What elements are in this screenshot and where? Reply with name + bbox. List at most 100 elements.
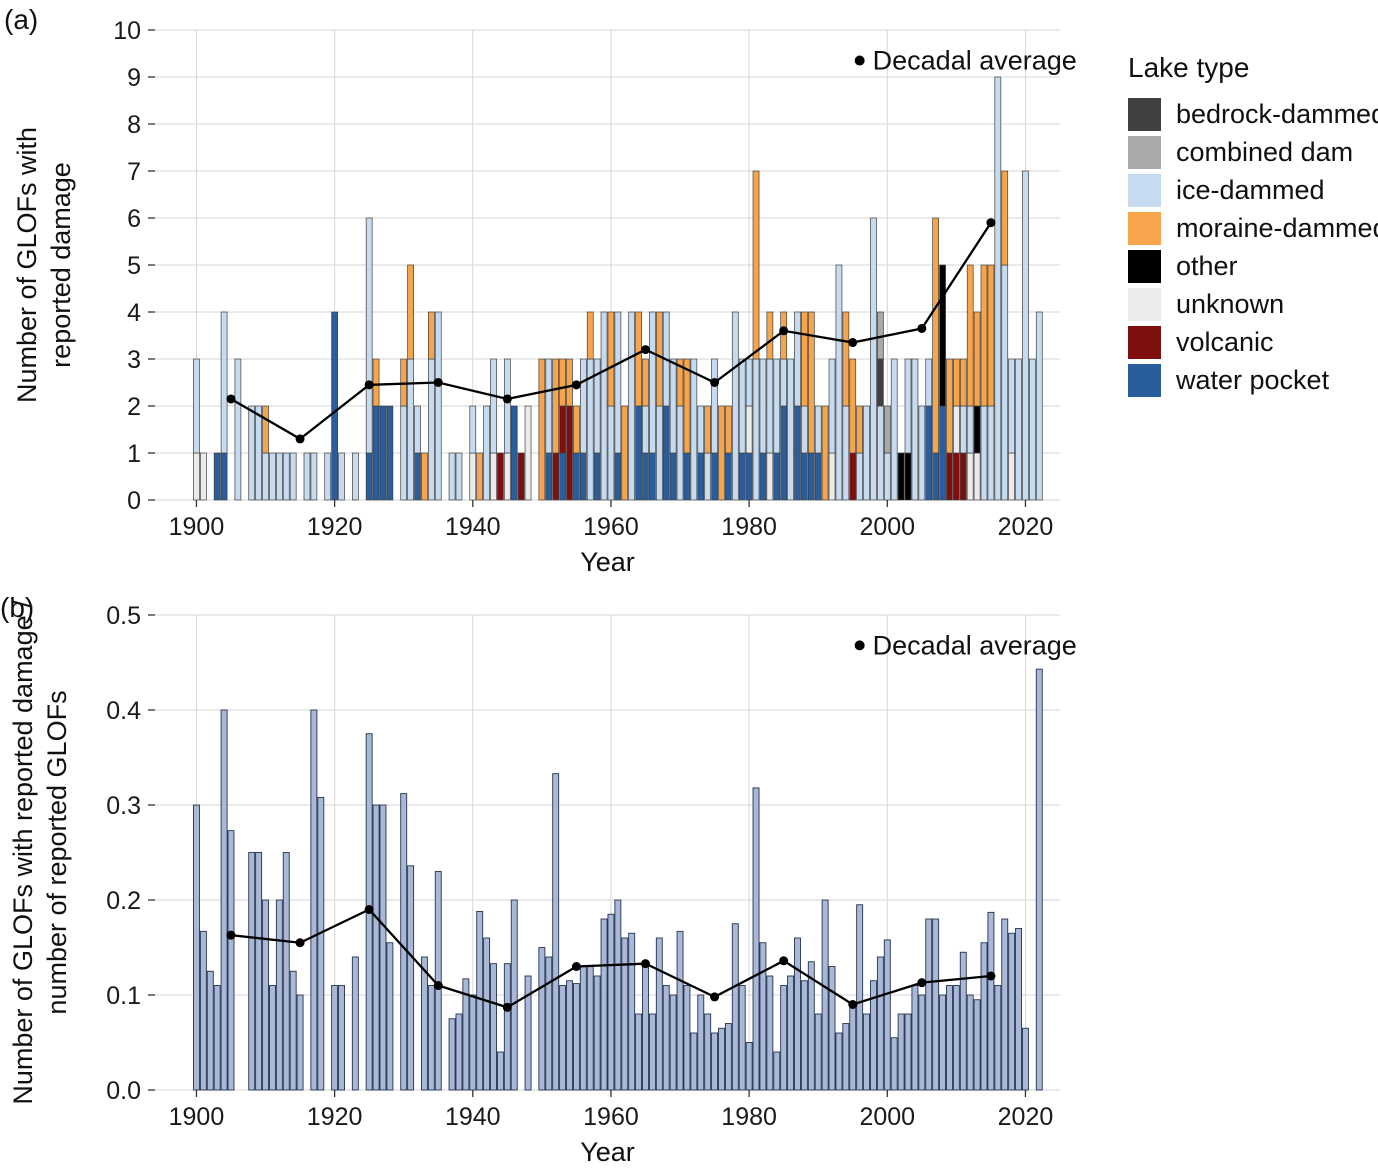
y-axis-title: Number of GLOFs with reported damage / nu… — [8, 600, 72, 1105]
ratio-bar — [510, 899, 518, 1091]
stacked-bar-segment — [220, 311, 228, 454]
legend-label: moraine-dammed — [1176, 213, 1378, 243]
y-tick-label: 0.1 — [106, 982, 141, 1010]
ratio-bar — [310, 709, 318, 1091]
stacked-bar-segment — [932, 217, 939, 454]
x-axis-title: Year — [580, 547, 635, 577]
stacked-bar-segment — [628, 311, 636, 501]
ratio-bar — [1022, 1027, 1029, 1091]
stacked-bar-segment — [794, 405, 801, 501]
stacked-bar-segment — [407, 358, 414, 501]
stacked-bar-segment — [427, 311, 435, 360]
x-tick-label: 2020 — [998, 513, 1054, 541]
y-axis-title: Number of GLOFs with reported damage — [12, 127, 76, 403]
legend-item-combined-dam: combined dam — [1128, 136, 1374, 169]
stacked-bar-segment — [946, 358, 953, 454]
stacked-bar-segment — [566, 358, 573, 407]
stacked-bar-segment — [538, 358, 546, 501]
stacked-bar-segment — [573, 452, 580, 501]
stacked-bar-segment — [766, 452, 774, 501]
ratio-bar — [476, 910, 484, 1091]
ratio-bar — [386, 942, 394, 1091]
y-tick-label: 3 — [127, 346, 141, 374]
decadal-average-point — [986, 971, 996, 981]
stacked-bar-segment — [234, 358, 242, 501]
stacked-bar-segment — [497, 452, 504, 501]
decadal-average-point — [226, 930, 236, 940]
stacked-bar-segment — [801, 405, 808, 454]
ratio-bar — [780, 985, 788, 1091]
stacked-bar-segment — [683, 358, 691, 454]
stacked-bar-segment — [503, 358, 511, 454]
stacked-bar-segment — [932, 452, 939, 501]
stacked-bar-segment — [669, 452, 677, 501]
x-tick-label: 2000 — [859, 513, 915, 541]
x-axis-title: Year — [580, 1137, 635, 1167]
ratio-bar — [400, 793, 408, 1091]
y-tick-label: 0 — [127, 487, 141, 515]
stacked-bar-segment — [807, 311, 815, 454]
ratio-bar — [455, 1013, 463, 1091]
stacked-bar-segment — [1022, 170, 1029, 501]
x-tick-label: 1940 — [445, 513, 501, 541]
stacked-bar-segment — [759, 358, 767, 454]
stacked-bar-segment — [959, 358, 967, 407]
stacked-bar-segment — [421, 452, 428, 501]
ratio-bar — [800, 980, 808, 1091]
stacked-bar-segment — [953, 452, 960, 501]
stacked-bar-segment — [282, 452, 290, 501]
ratio-bar — [890, 1037, 898, 1091]
ratio-bar — [807, 961, 815, 1091]
ratio-bar — [745, 1042, 753, 1091]
stacked-bar-segment — [704, 405, 712, 454]
stacked-bar-segment — [414, 452, 421, 501]
ratio-bar — [338, 985, 345, 1091]
y-tick-label: 0.0 — [106, 1077, 141, 1105]
stacked-bar-segment — [711, 452, 718, 501]
ratio-bar — [572, 983, 580, 1091]
legend-item-moraine-dammed: moraine-dammed — [1128, 212, 1378, 245]
stacked-bar-segment — [738, 452, 746, 501]
decadal-average-point — [364, 905, 374, 914]
stacked-bar-segment — [953, 405, 960, 454]
stacked-bar-segment — [635, 311, 642, 407]
stacked-bar-segment — [545, 358, 553, 454]
stacked-bar-segment — [593, 452, 601, 501]
x-tick-label: 1980 — [721, 1103, 777, 1131]
stacked-bar-segment — [621, 405, 629, 501]
stacked-bar-segment — [262, 452, 269, 501]
ratio-bar — [282, 852, 290, 1091]
ratio-bar — [724, 1023, 732, 1091]
stacked-bar-segment — [400, 405, 408, 501]
legend-label: other — [1176, 251, 1238, 281]
stacked-bar-segment — [552, 358, 560, 454]
ratio-bar — [538, 947, 546, 1091]
ratio-bar — [593, 975, 601, 1091]
stacked-bar-segment — [752, 170, 760, 360]
legend-item-ice-dammed: ice-dammed — [1128, 174, 1374, 207]
ratio-bar — [704, 1013, 712, 1091]
decadal-average-key-dot-icon — [854, 640, 865, 651]
stacked-bar-segment — [980, 405, 988, 501]
legend-swatch-water-pocket-icon — [1128, 364, 1161, 397]
stacked-bar-segment — [973, 311, 981, 407]
decadal-average-key-dot-icon — [854, 55, 865, 66]
ratio-bar — [483, 937, 491, 1091]
ratio-bar — [600, 918, 608, 1091]
stacked-bar-segment — [939, 405, 946, 501]
ratio-bar — [752, 787, 760, 1091]
stacked-bar-segment — [642, 452, 649, 501]
ratio-bar — [987, 911, 995, 1091]
y-tick-label: 1 — [127, 440, 141, 468]
ratio-bar — [635, 1013, 643, 1091]
stacked-bar-segment — [842, 405, 850, 501]
stacked-bar-segment — [773, 358, 781, 454]
ratio-bar — [821, 899, 829, 1091]
ratio-bar — [579, 966, 587, 1091]
legend-label: combined dam — [1176, 137, 1354, 167]
stacked-bar-segment — [434, 311, 442, 501]
stacked-bar-segment — [946, 452, 953, 501]
stacked-bar-segment — [794, 311, 801, 407]
ratio-bar — [842, 1023, 850, 1091]
legend-label: water pocket — [1176, 365, 1330, 395]
